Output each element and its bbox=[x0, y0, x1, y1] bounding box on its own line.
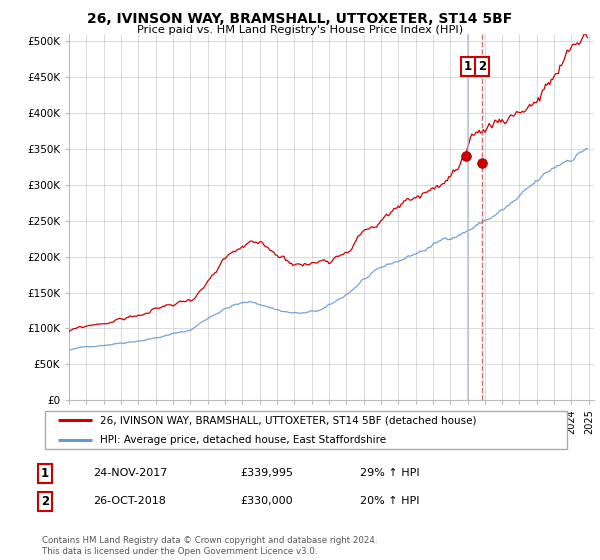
Text: £339,995: £339,995 bbox=[240, 468, 293, 478]
Text: 2: 2 bbox=[41, 494, 49, 508]
Text: 29% ↑ HPI: 29% ↑ HPI bbox=[360, 468, 419, 478]
Text: 2: 2 bbox=[478, 60, 486, 73]
Text: 1: 1 bbox=[41, 466, 49, 480]
Text: 26-OCT-2018: 26-OCT-2018 bbox=[93, 496, 166, 506]
Text: 1: 1 bbox=[463, 60, 472, 73]
Text: 26, IVINSON WAY, BRAMSHALL, UTTOXETER, ST14 5BF: 26, IVINSON WAY, BRAMSHALL, UTTOXETER, S… bbox=[88, 12, 512, 26]
Text: HPI: Average price, detached house, East Staffordshire: HPI: Average price, detached house, East… bbox=[100, 435, 386, 445]
Text: 26, IVINSON WAY, BRAMSHALL, UTTOXETER, ST14 5BF (detached house): 26, IVINSON WAY, BRAMSHALL, UTTOXETER, S… bbox=[100, 415, 476, 425]
FancyBboxPatch shape bbox=[44, 411, 568, 449]
Text: 24-NOV-2017: 24-NOV-2017 bbox=[93, 468, 167, 478]
Text: 20% ↑ HPI: 20% ↑ HPI bbox=[360, 496, 419, 506]
Text: Price paid vs. HM Land Registry's House Price Index (HPI): Price paid vs. HM Land Registry's House … bbox=[137, 25, 463, 35]
Text: Contains HM Land Registry data © Crown copyright and database right 2024.
This d: Contains HM Land Registry data © Crown c… bbox=[42, 536, 377, 556]
Text: £330,000: £330,000 bbox=[240, 496, 293, 506]
